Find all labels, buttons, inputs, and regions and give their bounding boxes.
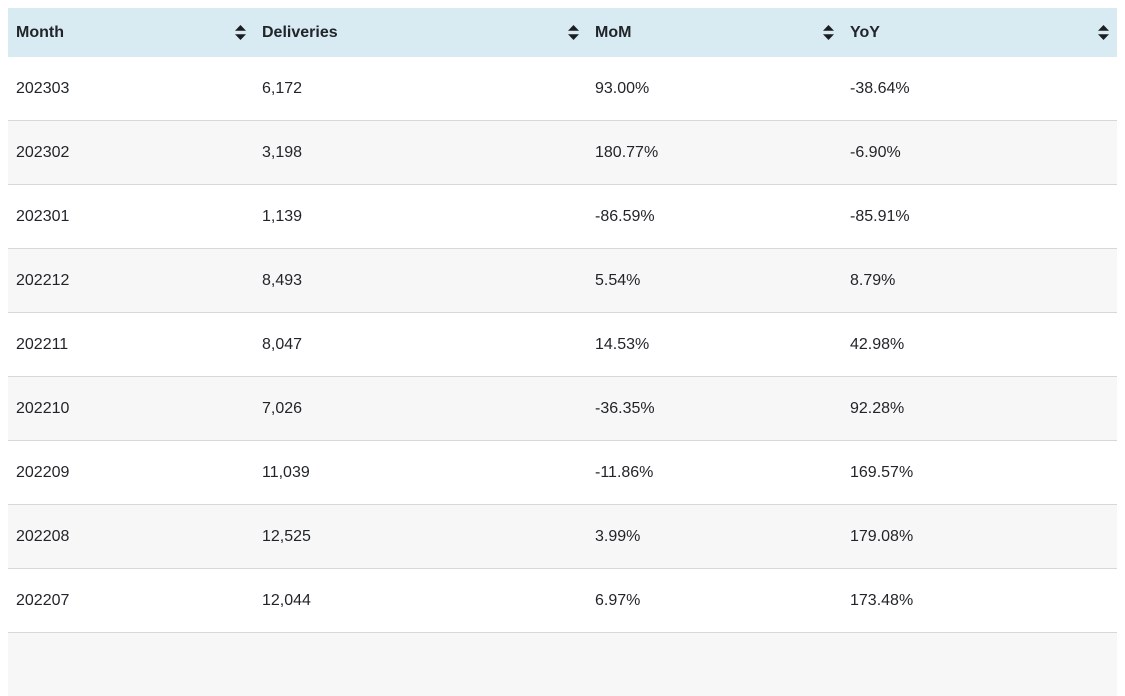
cell-deliveries: 12,044 xyxy=(254,569,587,633)
table-row: 202302 3,198 180.77% -6.90% xyxy=(8,121,1117,185)
cell-mom: -36.35% xyxy=(587,377,842,441)
table-body: 202303 6,172 93.00% -38.64% 202302 3,198… xyxy=(8,57,1117,696)
column-header-yoy[interactable]: YoY xyxy=(842,8,1117,57)
column-header-mom[interactable]: MoM xyxy=(587,8,842,57)
column-header-deliveries[interactable]: Deliveries xyxy=(254,8,587,57)
cell-yoy: 8.79% xyxy=(842,249,1117,313)
table-row: 202208 12,525 3.99% 179.08% xyxy=(8,505,1117,569)
cell-month: 202211 xyxy=(8,313,254,377)
cell-deliveries: 6,172 xyxy=(254,57,587,121)
cell-month: 202208 xyxy=(8,505,254,569)
cell-deliveries: 8,047 xyxy=(254,313,587,377)
cell-deliveries xyxy=(254,633,587,696)
cell-yoy xyxy=(842,633,1117,696)
table-row-partial xyxy=(8,633,1117,696)
cell-yoy: 42.98% xyxy=(842,313,1117,377)
cell-deliveries: 8,493 xyxy=(254,249,587,313)
table-header-row: Month Deliveries xyxy=(8,8,1117,57)
cell-yoy: 169.57% xyxy=(842,441,1117,505)
cell-mom: 180.77% xyxy=(587,121,842,185)
cell-deliveries: 11,039 xyxy=(254,441,587,505)
cell-month: 202210 xyxy=(8,377,254,441)
column-header-month-label: Month xyxy=(16,24,64,42)
cell-mom: 93.00% xyxy=(587,57,842,121)
sort-icon[interactable] xyxy=(1098,25,1109,40)
column-header-yoy-label: YoY xyxy=(850,24,880,42)
cell-mom: -86.59% xyxy=(587,185,842,249)
cell-mom: 6.97% xyxy=(587,569,842,633)
table-row: 202212 8,493 5.54% 8.79% xyxy=(8,249,1117,313)
cell-month: 202207 xyxy=(8,569,254,633)
table-header: Month Deliveries xyxy=(8,8,1117,57)
table-row: 202209 11,039 -11.86% 169.57% xyxy=(8,441,1117,505)
table-row: 202207 12,044 6.97% 173.48% xyxy=(8,569,1117,633)
table-row: 202211 8,047 14.53% 42.98% xyxy=(8,313,1117,377)
cell-yoy: -6.90% xyxy=(842,121,1117,185)
sort-icon[interactable] xyxy=(823,25,834,40)
column-header-month[interactable]: Month xyxy=(8,8,254,57)
cell-mom: -11.86% xyxy=(587,441,842,505)
table-row: 202210 7,026 -36.35% 92.28% xyxy=(8,377,1117,441)
cell-month: 202303 xyxy=(8,57,254,121)
cell-month: 202301 xyxy=(8,185,254,249)
cell-month: 202212 xyxy=(8,249,254,313)
cell-month xyxy=(8,633,254,696)
table-row: 202301 1,139 -86.59% -85.91% xyxy=(8,185,1117,249)
cell-mom: 14.53% xyxy=(587,313,842,377)
table-row: 202303 6,172 93.00% -38.64% xyxy=(8,57,1117,121)
cell-deliveries: 12,525 xyxy=(254,505,587,569)
sort-icon[interactable] xyxy=(568,25,579,40)
cell-mom: 3.99% xyxy=(587,505,842,569)
cell-yoy: 179.08% xyxy=(842,505,1117,569)
cell-deliveries: 3,198 xyxy=(254,121,587,185)
column-header-mom-label: MoM xyxy=(595,24,631,42)
column-header-deliveries-label: Deliveries xyxy=(262,24,338,42)
cell-yoy: -38.64% xyxy=(842,57,1117,121)
cell-yoy: 173.48% xyxy=(842,569,1117,633)
deliveries-table: Month Deliveries xyxy=(8,8,1117,696)
cell-yoy: -85.91% xyxy=(842,185,1117,249)
cell-deliveries: 7,026 xyxy=(254,377,587,441)
sort-icon[interactable] xyxy=(235,25,246,40)
cell-yoy: 92.28% xyxy=(842,377,1117,441)
cell-mom: 5.54% xyxy=(587,249,842,313)
cell-month: 202302 xyxy=(8,121,254,185)
cell-deliveries: 1,139 xyxy=(254,185,587,249)
cell-mom xyxy=(587,633,842,696)
cell-month: 202209 xyxy=(8,441,254,505)
